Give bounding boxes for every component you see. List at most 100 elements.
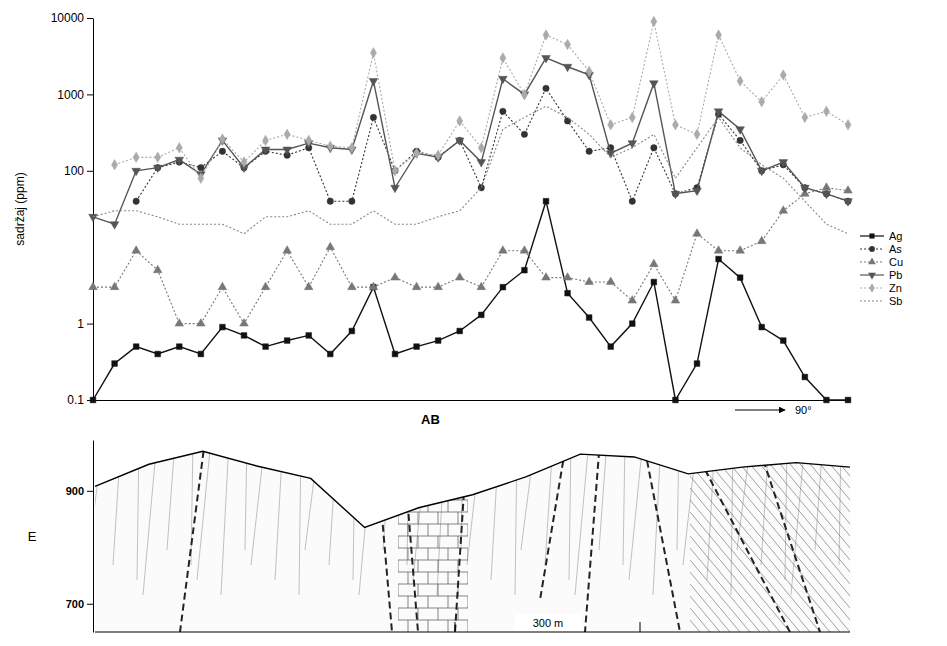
data-point	[457, 328, 463, 334]
data-point	[412, 282, 421, 289]
joint-line	[418, 536, 419, 548]
data-point	[219, 134, 225, 145]
elevation-tick: 700	[66, 598, 93, 610]
data-point	[349, 328, 355, 334]
data-point	[153, 265, 162, 272]
bed-line	[398, 452, 468, 453]
series-line	[93, 106, 848, 234]
legend-label: Pb	[889, 269, 902, 281]
data-point	[759, 324, 765, 330]
joint-line	[468, 524, 469, 536]
data-point	[197, 319, 206, 326]
data-point	[349, 143, 355, 154]
joint-line	[398, 536, 399, 548]
data-point	[500, 108, 506, 114]
hatch-line	[740, 440, 850, 632]
legend-item: Sb	[860, 295, 902, 307]
data-point	[822, 191, 831, 198]
direction-annotation: 90°	[735, 404, 812, 416]
hatch-line	[770, 440, 850, 632]
fracture	[299, 440, 301, 595]
fracture	[353, 440, 355, 580]
hatch-line	[690, 440, 780, 632]
joint-line	[438, 464, 439, 476]
data-point	[89, 282, 98, 289]
data-point	[219, 148, 225, 154]
data-point	[261, 147, 270, 154]
data-point	[414, 344, 420, 350]
elevation-axis-line	[93, 441, 94, 633]
joint-line	[408, 596, 409, 608]
data-point	[714, 246, 723, 253]
data-point	[327, 141, 333, 152]
joint-line	[438, 440, 439, 452]
data-point	[651, 16, 657, 27]
legend: AgAsCuPbZnSb	[860, 230, 903, 307]
data-point	[629, 321, 635, 327]
elevation-tick-label: 700	[66, 598, 84, 610]
y-tick: 100	[64, 164, 93, 178]
data-point	[175, 319, 184, 326]
joint-line	[408, 500, 409, 512]
joint-line	[398, 608, 399, 620]
data-point	[672, 120, 678, 131]
fault	[455, 460, 466, 632]
data-point	[737, 76, 743, 87]
fault	[180, 440, 205, 632]
data-point	[716, 30, 722, 41]
y-tick-label: 0.1	[67, 393, 84, 407]
fracture	[491, 440, 499, 580]
data-point	[155, 351, 161, 357]
fracture	[305, 440, 319, 550]
data-point	[757, 236, 766, 243]
joint-line	[428, 572, 429, 584]
fracture	[191, 440, 193, 565]
data-point	[414, 148, 420, 159]
bed-line	[398, 536, 468, 537]
joint-line	[428, 476, 429, 488]
joint-line	[418, 584, 419, 596]
legend-marker	[869, 246, 875, 252]
data-point	[457, 116, 463, 127]
elevation-tick-mark	[87, 491, 93, 492]
data-point	[606, 277, 615, 284]
data-point	[542, 55, 551, 62]
fracture	[785, 440, 787, 580]
bed-line	[398, 548, 468, 549]
direction-arrow	[735, 410, 785, 411]
data-point	[133, 344, 139, 350]
hatched-unit	[690, 440, 850, 632]
joint-line	[448, 620, 449, 632]
hatch-line	[690, 440, 720, 632]
data-point	[563, 64, 572, 71]
scale-tick	[640, 622, 641, 632]
scale-label-ground	[515, 614, 581, 631]
y-tick: 10000	[51, 11, 93, 25]
fracture	[731, 440, 733, 595]
data-point	[844, 186, 853, 193]
data-point	[369, 78, 378, 85]
fault	[378, 470, 392, 632]
data-point	[241, 157, 247, 168]
joint-line	[398, 440, 399, 452]
fault	[585, 440, 600, 632]
data-point	[478, 312, 484, 318]
scale-bar: 300 m	[95, 614, 850, 632]
hatch-line	[720, 440, 850, 632]
joint-line	[438, 536, 439, 548]
data-point	[736, 127, 745, 134]
hatch-line	[800, 440, 850, 632]
data-point	[283, 147, 292, 154]
bed-line	[398, 476, 468, 477]
y-axis-title: sadržaj (ppm)	[13, 172, 27, 245]
data-point	[391, 273, 400, 280]
hatch-line	[690, 440, 840, 632]
data-point	[780, 70, 786, 81]
data-point	[586, 148, 592, 154]
joint-line	[408, 452, 409, 464]
joint-line	[468, 596, 469, 608]
data-point	[198, 173, 204, 184]
data-point	[370, 114, 376, 120]
joint-line	[468, 452, 469, 464]
fracture	[413, 440, 427, 580]
